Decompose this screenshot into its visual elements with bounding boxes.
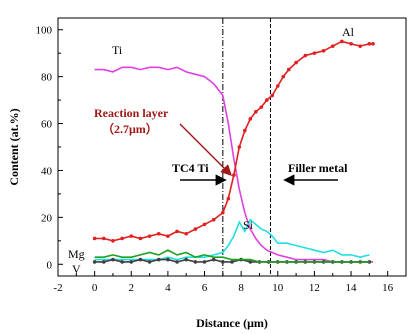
data-point-mg bbox=[202, 260, 207, 264]
data-point-al bbox=[138, 236, 143, 241]
series-line-ti bbox=[94, 66, 373, 263]
data-point-al bbox=[193, 227, 198, 231]
data-point-mg bbox=[248, 260, 253, 264]
y-tick-label: 100 bbox=[36, 25, 53, 37]
series-label-ti: Ti bbox=[112, 43, 123, 57]
data-point-mg bbox=[101, 260, 106, 264]
data-point-al bbox=[321, 49, 326, 53]
data-point-al bbox=[330, 44, 335, 48]
y-axis-title: Content (at.%) bbox=[7, 108, 21, 185]
boundary-lines bbox=[222, 18, 271, 276]
reaction-layer-label: Reaction layer bbox=[94, 106, 169, 120]
series-label-v: V bbox=[72, 262, 81, 276]
data-point-al bbox=[243, 128, 247, 133]
data-point-al bbox=[358, 44, 363, 48]
data-point-al bbox=[275, 84, 280, 88]
x-tick-label: 8 bbox=[238, 282, 244, 294]
x-tick-label: 2 bbox=[129, 282, 135, 294]
data-point-al bbox=[294, 60, 298, 65]
data-point-al bbox=[371, 42, 375, 46]
series-line-si bbox=[94, 218, 370, 261]
data-point-mg bbox=[156, 257, 161, 262]
y-axis: 0 20 40 60 80 100 bbox=[36, 25, 63, 271]
data-point-mg bbox=[92, 260, 97, 264]
x-tick-label: 16 bbox=[382, 282, 394, 294]
x-tick-label: 12 bbox=[309, 282, 320, 294]
data-point-al bbox=[101, 236, 106, 241]
filler-label: Filler metal bbox=[288, 161, 348, 175]
x-tick-label: 4 bbox=[165, 282, 171, 294]
data-point-mg bbox=[211, 257, 216, 262]
data-point-mg bbox=[111, 257, 115, 262]
data-point-al bbox=[232, 173, 236, 177]
series-label-al: Al bbox=[342, 25, 355, 39]
data-point-mg bbox=[193, 260, 198, 264]
series-si bbox=[94, 218, 370, 261]
series-al bbox=[92, 39, 375, 243]
data-point-al bbox=[367, 42, 372, 46]
data-point-al bbox=[129, 234, 134, 238]
reaction-layer-thickness: （2.7μm） bbox=[102, 121, 158, 136]
series-ti bbox=[94, 66, 373, 263]
data-point-al bbox=[166, 234, 170, 238]
data-point-mg bbox=[120, 260, 124, 264]
data-point-al bbox=[259, 105, 264, 109]
data-point-mg bbox=[175, 260, 179, 264]
x-axis: -2 0 2 4 6 8 10 12 14 16 bbox=[53, 271, 407, 294]
data-point-al bbox=[92, 236, 97, 241]
tc4-label: TC4 Ti bbox=[172, 161, 209, 175]
data-point-al bbox=[270, 93, 275, 98]
series-line-v bbox=[94, 249, 370, 263]
y-tick-label: 80 bbox=[41, 72, 53, 84]
data-point-al bbox=[111, 239, 115, 243]
y-tick-label: 40 bbox=[41, 165, 53, 177]
data-point-al bbox=[175, 229, 179, 234]
data-point-al bbox=[120, 236, 124, 241]
data-point-al bbox=[226, 196, 231, 201]
data-point-mg bbox=[138, 257, 143, 262]
data-point-mg bbox=[166, 257, 170, 262]
data-point-al bbox=[221, 210, 225, 215]
data-point-mg bbox=[129, 260, 134, 264]
series-v bbox=[94, 249, 370, 263]
data-point-mg bbox=[147, 260, 152, 264]
data-point-mg bbox=[230, 260, 234, 264]
data-point-al bbox=[211, 217, 216, 222]
data-point-al bbox=[147, 234, 152, 238]
series-line-al bbox=[94, 40, 373, 242]
series-group bbox=[92, 39, 375, 264]
x-tick-label: 10 bbox=[272, 282, 284, 294]
data-point-al bbox=[349, 42, 353, 46]
x-tick-label: 14 bbox=[346, 282, 358, 294]
x-tick-label: -2 bbox=[53, 282, 62, 294]
reaction-layer-arrow bbox=[179, 123, 232, 176]
data-point-al bbox=[237, 145, 242, 149]
series-label-si: Si bbox=[243, 218, 254, 232]
data-point-al bbox=[281, 74, 286, 79]
y-tick-label: 60 bbox=[41, 119, 53, 131]
data-point-al bbox=[265, 98, 269, 102]
data-point-al bbox=[286, 67, 291, 72]
y-tick-label: 0 bbox=[47, 259, 53, 271]
data-point-al bbox=[156, 231, 161, 236]
data-point-al bbox=[254, 110, 258, 114]
x-tick-label: 6 bbox=[202, 282, 208, 294]
data-point-al bbox=[248, 117, 253, 121]
y-tick-label: 20 bbox=[41, 212, 53, 224]
series-label-mg: Mg bbox=[68, 247, 85, 261]
data-point-al bbox=[312, 51, 317, 55]
data-point-mg bbox=[221, 260, 225, 264]
data-point-al bbox=[303, 53, 308, 58]
data-point-mg bbox=[184, 257, 189, 262]
data-point-al bbox=[202, 222, 207, 227]
data-point-al bbox=[184, 231, 189, 236]
x-tick-label: 0 bbox=[92, 282, 98, 294]
x-axis-title: Distance (μm) bbox=[196, 316, 268, 330]
data-point-al bbox=[340, 39, 344, 44]
